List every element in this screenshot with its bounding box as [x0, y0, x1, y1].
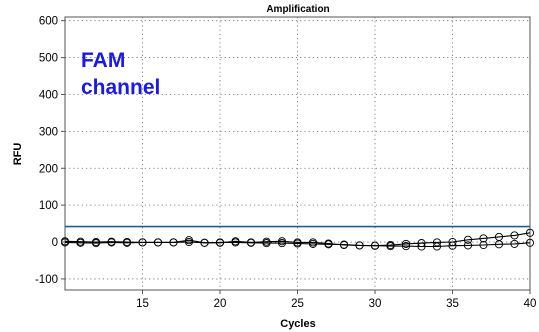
data-point [293, 238, 302, 247]
data-point [525, 238, 535, 247]
data-point [510, 231, 519, 240]
x-axis-ticks: 15 20 25 30 35 40 [136, 290, 536, 310]
annotation-channel: channel [81, 76, 160, 99]
x-tick-label: 40 [524, 298, 537, 310]
data-point [401, 239, 411, 248]
x-tick-label: 20 [214, 298, 227, 310]
data-point [122, 238, 132, 247]
annotation-fam: FAM [81, 49, 125, 72]
data-point [324, 239, 333, 248]
y-tick-label: -100 [35, 274, 58, 286]
data-point [184, 236, 194, 245]
y-tick-label: 400 [39, 89, 58, 101]
data-point [494, 240, 504, 249]
data-point [355, 241, 364, 250]
x-tick-label: 30 [369, 298, 382, 310]
y-tick-label: 600 [39, 16, 58, 28]
data-point [215, 238, 225, 247]
data-point [76, 238, 85, 247]
data-point [138, 238, 147, 247]
x-tick-label: 15 [136, 298, 149, 310]
data-point [463, 241, 473, 250]
data-point [262, 237, 271, 246]
data-point [246, 238, 256, 247]
data-point [417, 242, 426, 251]
series-line-2 [64, 239, 531, 248]
data-point [169, 238, 178, 247]
data-point [277, 237, 287, 246]
data-point [370, 241, 380, 250]
y-tick-label: 100 [39, 200, 58, 212]
data-point [525, 228, 535, 237]
data-point [463, 235, 473, 244]
data-point [401, 242, 411, 251]
data-point [339, 240, 349, 250]
chart-title: Amplification [266, 4, 329, 15]
data-point [479, 234, 488, 243]
y-tick-label: 300 [39, 126, 58, 138]
data-point [308, 238, 318, 247]
data-point [107, 238, 116, 247]
y-tick-label: 0 [52, 237, 58, 249]
y-tick-label: 500 [39, 53, 58, 65]
data-point [448, 241, 457, 250]
x-axis-label: Cycles [280, 318, 315, 330]
plot-area [60, 16, 535, 291]
data-point [479, 240, 488, 250]
data-point [91, 239, 101, 248]
data-point [231, 237, 240, 246]
data-point [386, 242, 395, 251]
y-axis-label: RFU [12, 143, 24, 166]
y-axis-ticks: -100 0 100 200 300 400 500 600 [35, 16, 65, 286]
series-layer [60, 228, 535, 251]
data-point [510, 239, 519, 248]
data-point [432, 242, 442, 251]
data-point [153, 238, 163, 247]
x-tick-label: 25 [291, 298, 304, 310]
y-tick-label: 200 [39, 163, 58, 175]
x-tick-label: 35 [446, 298, 459, 310]
data-point [200, 238, 209, 247]
